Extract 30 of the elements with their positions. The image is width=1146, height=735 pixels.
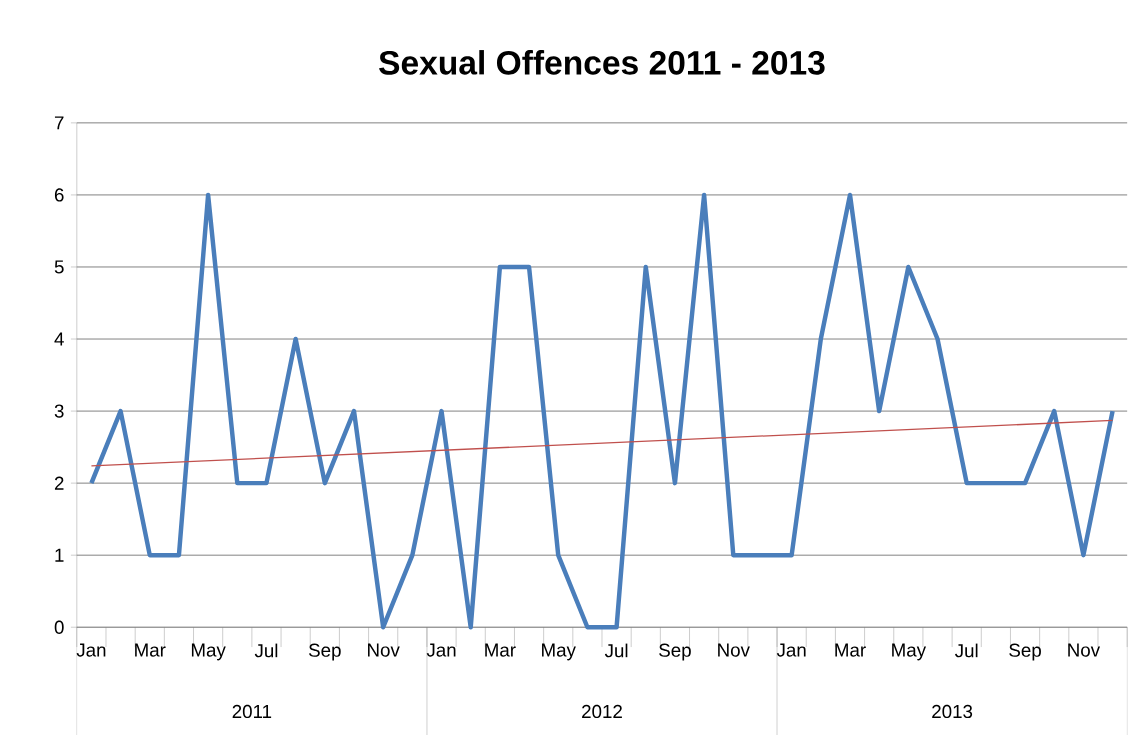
y-tick-label: 3	[54, 404, 64, 418]
y-tick-label: 4	[54, 332, 64, 346]
y-tick-label: 6	[54, 188, 64, 202]
x-tick-label: May	[892, 643, 927, 661]
x-tick-label: Jan	[426, 643, 456, 657]
x-tick-label: Nov	[368, 643, 400, 657]
x-tick-label: Mar	[135, 643, 166, 657]
x-tick-label: May	[542, 643, 576, 661]
text: 2013	[932, 704, 973, 718]
x-tick-label: Nov	[718, 643, 750, 657]
x-tick-label: Jul	[604, 643, 628, 658]
x-tick-label: Jul	[955, 643, 978, 658]
text: 2011	[232, 704, 272, 718]
y-tick-label: 2	[54, 476, 64, 490]
x-tick-label: Nov	[1068, 643, 1101, 657]
x-tick-label: Jan	[76, 643, 106, 657]
x-tick-label: Jan	[776, 643, 806, 657]
y-tick-label: 5	[54, 260, 64, 274]
text: 2012	[582, 704, 622, 718]
chart-title: Sexual Offences 2011 - 2013	[379, 49, 825, 75]
x-tick-label: Sep	[308, 643, 341, 661]
x-tick-label: May	[191, 643, 226, 661]
y-tick-label: 7	[54, 116, 64, 130]
x-tick-label: Mar	[485, 643, 516, 657]
x-tick-label: Sep	[659, 643, 691, 661]
x-tick-label: Jul	[254, 643, 278, 658]
x-tick-label: Mar	[835, 643, 866, 657]
y-tick-label: 0	[54, 620, 64, 634]
y-tick-label: 1	[55, 548, 64, 562]
x-tick-label: Sep	[1009, 643, 1041, 661]
